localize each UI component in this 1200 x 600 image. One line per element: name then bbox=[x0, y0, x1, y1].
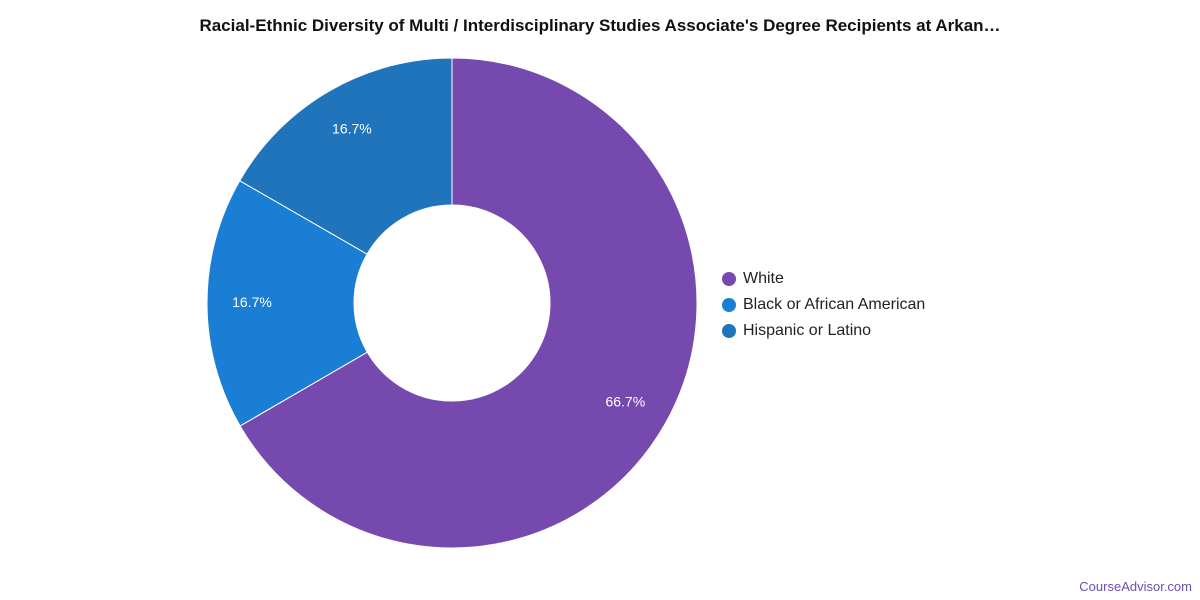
legend-swatch-white bbox=[722, 272, 736, 286]
legend-swatch-hispanic-or-latino bbox=[722, 324, 736, 338]
chart-title: Racial-Ethnic Diversity of Multi / Inter… bbox=[199, 16, 1001, 35]
legend-label-white: White bbox=[743, 270, 784, 287]
legend-item-black-or-african-american[interactable]: Black or African American bbox=[722, 292, 925, 318]
legend-item-white[interactable]: White bbox=[722, 266, 925, 292]
legend-swatch-black-or-african-american bbox=[722, 298, 736, 312]
slice-black-or-african-american[interactable] bbox=[206, 180, 368, 427]
legend-item-hispanic-or-latino[interactable]: Hispanic or Latino bbox=[722, 318, 925, 344]
slice-label-hispanic-or-latino: 16.7% bbox=[332, 121, 372, 137]
slice-label-black-or-african-american: 16.7% bbox=[232, 294, 272, 310]
legend: White Black or African American Hispanic… bbox=[722, 266, 925, 344]
donut-slices bbox=[206, 57, 698, 549]
slice-label-white: 66.7% bbox=[605, 394, 645, 410]
slice-white[interactable] bbox=[239, 57, 698, 549]
slice-hispanic-or-latino[interactable] bbox=[239, 57, 453, 255]
legend-label-hispanic-or-latino: Hispanic or Latino bbox=[743, 322, 872, 339]
watermark-link[interactable]: CourseAdvisor.com bbox=[1079, 579, 1192, 594]
legend-label-black-or-african-american: Black or African American bbox=[743, 296, 926, 313]
slice-labels: 66.7% 16.7% 16.7% bbox=[232, 121, 645, 410]
